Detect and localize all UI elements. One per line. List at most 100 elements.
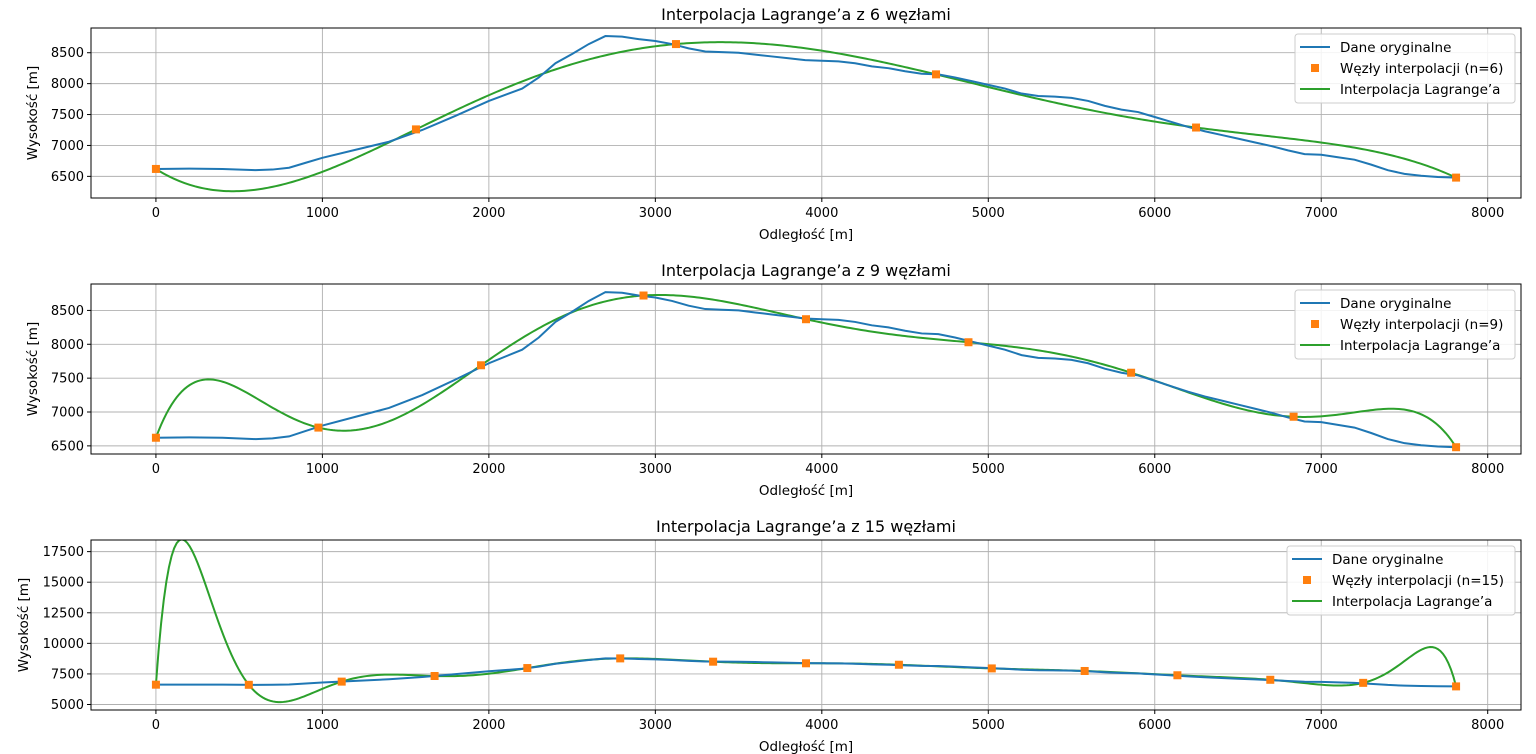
- series-line-original: [155, 657, 1457, 688]
- subplot-15-nodes: 0 1000 2000 3000 4000 5000 6000 7000 8000 5000 750…: [16, 517, 1522, 754]
- legend-entry-nodes: Węzły interpolacji (n=6): [1340, 61, 1503, 77]
- node-marker: [1452, 443, 1461, 452]
- x-tick-label: 6000: [1138, 206, 1171, 221]
- node-marker: [671, 40, 680, 49]
- x-tick-label: 2000: [472, 206, 505, 221]
- x-tick-label: 8000: [1471, 718, 1504, 733]
- ticks: 0 1000 2000 3000 4000 5000 6000 7000 8000 6500 700…: [51, 304, 1504, 477]
- chart-title: Interpolacja Lagrange’a z 15 węzłami: [656, 517, 956, 536]
- legend: Dane oryginalne Węzły interpolacji (n=15…: [1286, 545, 1516, 616]
- node-marker: [151, 680, 160, 689]
- y-tick-label: 7500: [51, 108, 84, 123]
- ticks: 0 1000 2000 3000 4000 5000 6000 7000 8000 5000 750…: [43, 545, 1505, 733]
- node-marker: [894, 660, 903, 669]
- node-marker: [987, 664, 996, 673]
- node-marker: [932, 70, 941, 79]
- node-marker: [1266, 675, 1275, 684]
- legend-entry-original: Dane oryginalne: [1340, 40, 1451, 56]
- x-tick-label: 5000: [972, 206, 1005, 221]
- legend-swatch-nodes: [1311, 320, 1319, 328]
- node-marker: [964, 338, 973, 347]
- y-tick-label: 5000: [51, 698, 84, 713]
- y-tick-label: 7000: [51, 139, 84, 154]
- node-marker: [1173, 671, 1182, 680]
- x-tick-label: 0: [152, 462, 160, 477]
- y-tick-label: 7500: [51, 372, 84, 387]
- x-tick-label: 3000: [639, 718, 672, 733]
- node-marker: [477, 361, 486, 370]
- legend-entry-interpolation: Interpolacja Lagrange’a: [1332, 594, 1492, 610]
- y-tick-label: 6500: [51, 439, 84, 454]
- axes-frame: [90, 27, 1522, 199]
- node-marker: [151, 433, 160, 442]
- x-tick-label: 3000: [639, 206, 672, 221]
- x-tick-label: 4000: [805, 206, 838, 221]
- legend-swatch-nodes: [1311, 64, 1319, 72]
- y-tick-label: 15000: [43, 576, 84, 591]
- y-tick-label: 7000: [51, 406, 84, 421]
- series: [151, 540, 1461, 704]
- y-tick-label: 7500: [51, 667, 84, 682]
- node-marker: [709, 657, 718, 666]
- x-tick-label: 6000: [1138, 718, 1171, 733]
- grid: [91, 28, 1521, 198]
- x-tick-label: 0: [152, 718, 160, 733]
- legend-box: [1294, 33, 1516, 104]
- series-line-interpolation: [155, 41, 1457, 193]
- y-axis-label: Wysokość [m]: [16, 578, 32, 672]
- y-tick-label: 12500: [43, 606, 84, 621]
- node-marker: [430, 672, 439, 680]
- x-tick-label: 7000: [1305, 462, 1338, 477]
- x-tick-label: 2000: [472, 718, 505, 733]
- grid: [91, 540, 1521, 710]
- x-axis-label: Odległość [m]: [759, 227, 853, 243]
- series-line-original: [155, 291, 1457, 449]
- node-marker: [616, 654, 625, 663]
- subplot-6-nodes: 0 1000 2000 3000 4000 5000 6000 7000 8000 6500 700…: [25, 5, 1522, 243]
- subplot-9-nodes: 0 1000 2000 3000 4000 5000 6000 7000 8000 6500 700…: [25, 261, 1522, 499]
- y-axis-label: Wysokość [m]: [25, 322, 41, 416]
- node-marker: [639, 291, 648, 300]
- node-marker: [314, 423, 323, 432]
- node-marker: [151, 164, 160, 173]
- y-tick-label: 8500: [51, 46, 84, 61]
- axes-frame: [90, 539, 1522, 711]
- x-tick-label: 8000: [1471, 462, 1504, 477]
- x-tick-label: 6000: [1138, 462, 1171, 477]
- series: [151, 35, 1461, 193]
- node-marker: [244, 680, 253, 689]
- legend-box: [1294, 289, 1516, 360]
- x-tick-label: 5000: [972, 462, 1005, 477]
- y-tick-label: 8000: [51, 77, 84, 92]
- legend-entry-nodes: Węzły interpolacji (n=9): [1340, 317, 1503, 333]
- node-marker: [337, 677, 346, 686]
- series-line-original: [155, 35, 1457, 179]
- x-tick-label: 1000: [306, 718, 339, 733]
- legend-box: [1286, 545, 1516, 616]
- y-tick-label: 6500: [51, 170, 84, 185]
- legend-swatch-nodes: [1303, 576, 1311, 584]
- x-tick-label: 4000: [805, 718, 838, 733]
- x-tick-label: 2000: [472, 462, 505, 477]
- node-marker: [802, 315, 810, 324]
- node-marker: [1080, 666, 1089, 675]
- x-tick-label: 3000: [639, 462, 672, 477]
- y-tick-label: 8000: [51, 338, 84, 353]
- node-marker: [1289, 412, 1298, 421]
- x-tick-label: 8000: [1471, 206, 1504, 221]
- x-axis-label: Odległość [m]: [759, 739, 853, 754]
- grid: [91, 284, 1521, 454]
- legend-entry-original: Dane oryginalne: [1332, 552, 1443, 568]
- x-tick-label: 4000: [805, 462, 838, 477]
- y-axis-label: Wysokość [m]: [25, 66, 41, 160]
- node-marker: [411, 125, 420, 134]
- node-marker: [1127, 368, 1136, 377]
- x-tick-label: 7000: [1305, 718, 1338, 733]
- y-tick-label: 10000: [43, 637, 84, 652]
- node-marker: [523, 664, 532, 673]
- ticks: 0 1000 2000 3000 4000 5000 6000 7000 8000 6500 700…: [51, 46, 1504, 221]
- node-marker: [1192, 123, 1201, 132]
- x-tick-label: 1000: [306, 462, 339, 477]
- node-marker: [1452, 682, 1461, 691]
